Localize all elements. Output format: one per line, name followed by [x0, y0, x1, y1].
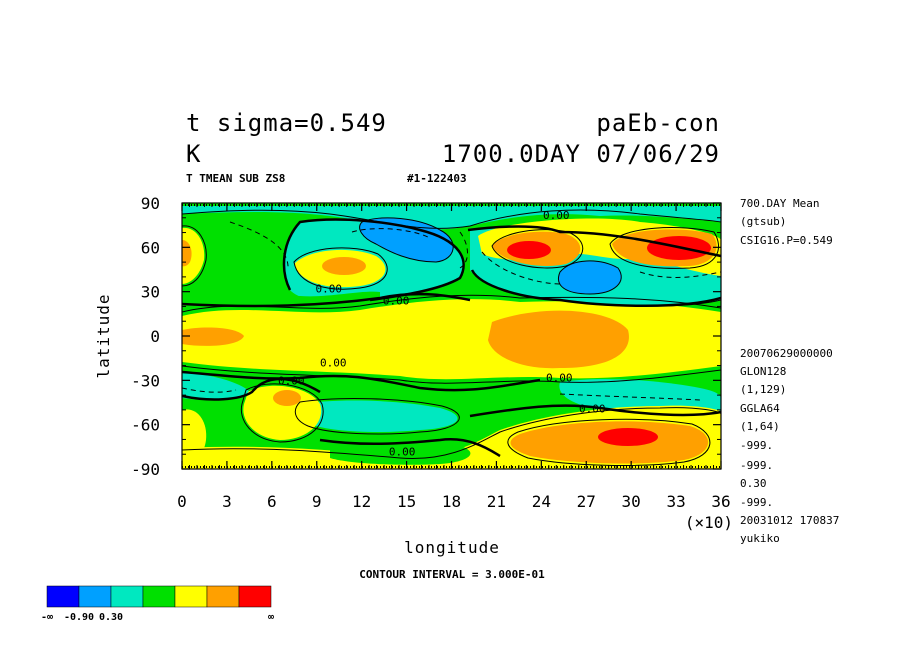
- nw-yellow-patch: [182, 227, 205, 284]
- title-unit: K: [186, 140, 201, 168]
- colorbar-swatch: [78, 585, 112, 608]
- side-bottom-line: yukiko: [740, 532, 780, 545]
- x-multiplier: (×10): [685, 513, 733, 532]
- x-tick-label: 0: [177, 492, 187, 511]
- colorbar-swatch: [46, 585, 80, 608]
- x-tick-label: 15: [397, 492, 416, 511]
- x-tick-label: 33: [666, 492, 685, 511]
- warm-blob-n: [322, 257, 366, 275]
- contour-interval: CONTOUR INTERVAL = 3.000E-01: [359, 568, 545, 581]
- side-bottom-line: -999.: [740, 459, 773, 472]
- side-bottom-line: GGLA64: [740, 402, 780, 415]
- x-tick-label: 18: [442, 492, 461, 511]
- colorbar-label: -∞: [41, 612, 53, 623]
- subtitle-id: #1-122403: [407, 172, 467, 185]
- tropical-orange-core: [488, 310, 629, 369]
- x-tick-label: 21: [487, 492, 506, 511]
- colorbar-label: ∞: [268, 612, 274, 623]
- side-top-line: CSIG16.P=0.549: [740, 234, 833, 247]
- x-tick-label: 6: [267, 492, 277, 511]
- contour-label: 0.00: [389, 445, 416, 458]
- warm-core-s: [598, 428, 658, 446]
- contour-label-layer: 0.00 0.00 0.00 0.00 0.00 0.00 0.00 0.00: [278, 209, 605, 458]
- x-tick-label: 27: [577, 492, 596, 511]
- colorbar-label: -0.90: [64, 612, 94, 623]
- colorbar-swatch: [206, 585, 240, 608]
- colorbar: -∞ -0.90 0.30 ∞: [41, 585, 274, 623]
- side-bottom-line: -999.: [740, 496, 773, 509]
- y-tick-label: 60: [141, 238, 160, 257]
- south-cyan-patch: [182, 372, 250, 400]
- contour-map: [182, 203, 721, 469]
- y-axis-label: latitude: [94, 293, 113, 378]
- zero-contours: [182, 218, 721, 458]
- x-tick-label: 9: [312, 492, 322, 511]
- contour-label: 0.00: [383, 295, 410, 308]
- side-bottom-line: 0.30: [740, 477, 767, 490]
- colorbar-swatch: [142, 585, 176, 608]
- y-tick-label: -60: [131, 416, 160, 435]
- sw-orange-patch: [273, 390, 301, 406]
- y-tick-label: 0: [150, 327, 160, 346]
- north-cyan-band: [182, 206, 721, 230]
- contour-label: 0.00: [543, 209, 570, 222]
- x-tick-label: 24: [532, 492, 551, 511]
- contour-label: 0.00: [278, 374, 305, 387]
- sw-yellow-patch: [243, 385, 322, 440]
- warm-core-ne1: [507, 241, 551, 259]
- west-orange-patch: [182, 327, 244, 346]
- side-bottom-line: (1,129): [740, 383, 786, 396]
- title-date: 1700.0DAY 07/06/29: [442, 140, 720, 168]
- y-tick-label: -30: [131, 371, 160, 390]
- colorbar-swatch: [110, 585, 144, 608]
- contour-label: 0.00: [315, 283, 342, 296]
- x-tick-label: 3: [222, 492, 232, 511]
- negative-contours: [182, 221, 721, 401]
- contour-label: 0.00: [579, 402, 606, 415]
- x-tick-label: 30: [622, 492, 641, 511]
- south-cyan-patch-3: [296, 400, 458, 432]
- colorbar-label: 0.30: [99, 612, 123, 623]
- x-tick-label: 12: [352, 492, 371, 511]
- south-green-rim: [330, 441, 471, 465]
- contour-label: 0.00: [320, 357, 347, 370]
- side-top-line: (gtsub): [740, 215, 786, 228]
- cold-core-n2: [558, 260, 622, 294]
- side-top-line: 700.DAY Mean: [740, 197, 819, 210]
- side-bottom-line: GLON128: [740, 365, 786, 378]
- subtitle-field: T TMEAN SUB ZS8: [186, 172, 285, 185]
- side-bottom-line: (1,64): [740, 420, 780, 433]
- contour-label: 0.00: [546, 371, 573, 384]
- side-info-bottom: 20070629000000 GLON128 (1,129) GGLA64 (1…: [740, 347, 839, 545]
- x-axis-label: longitude: [404, 538, 500, 557]
- side-bottom-line: -999.: [740, 439, 773, 452]
- side-info-top: 700.DAY Mean (gtsub) CSIG16.P=0.549: [740, 197, 833, 247]
- x-tick-label: 36: [711, 492, 730, 511]
- tropical-yellow-band: [182, 299, 721, 380]
- nw-orange-patch: [182, 240, 192, 267]
- title-variable: t sigma=0.549: [186, 109, 387, 137]
- y-tick-label: -90: [131, 460, 160, 479]
- y-tick-label: 30: [141, 283, 160, 302]
- side-bottom-line: 20031012 170837: [740, 514, 839, 527]
- title-run: paEb-con: [596, 109, 720, 137]
- colorbar-swatch: [174, 585, 208, 608]
- y-tick-label: 90: [141, 194, 160, 213]
- colorbar-swatch: [238, 585, 272, 608]
- side-bottom-line: 20070629000000: [740, 347, 833, 360]
